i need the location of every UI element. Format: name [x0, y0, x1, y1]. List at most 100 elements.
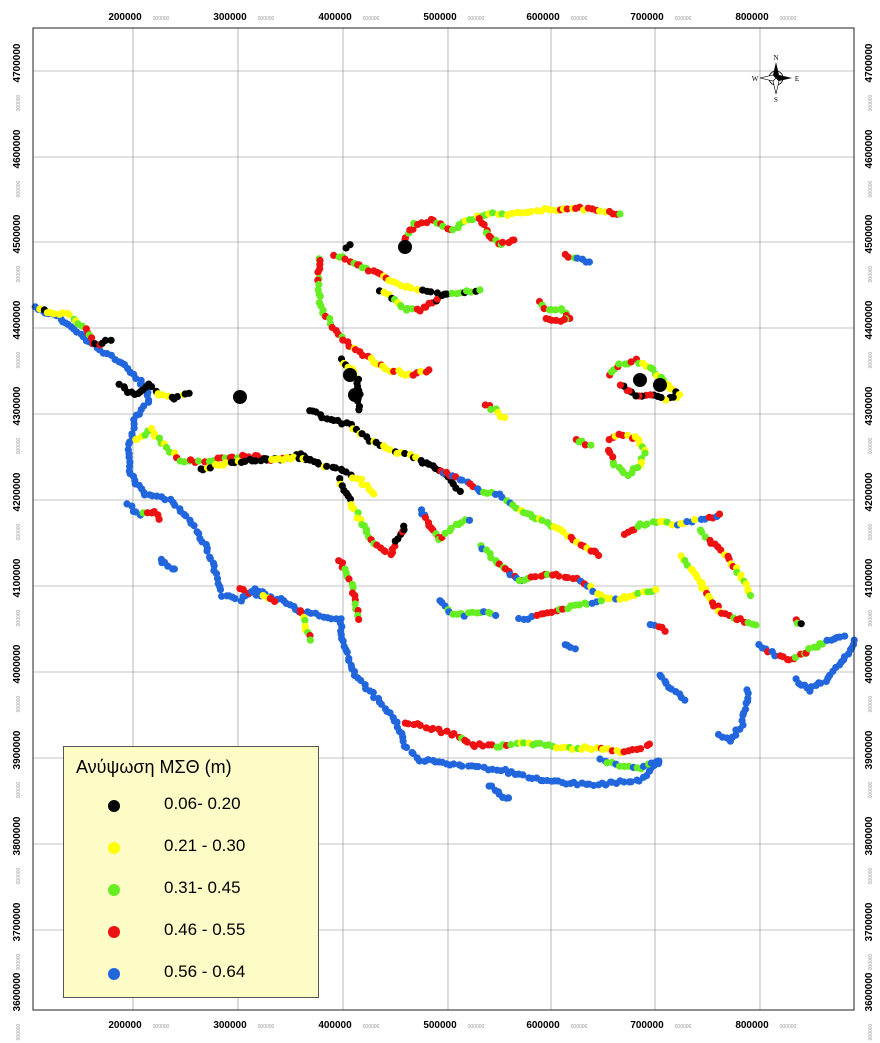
- coast-point: [681, 696, 689, 704]
- coast-segment-29: [620, 510, 724, 539]
- coast-point: [615, 463, 623, 472]
- legend-label-3: 0.31- 0.45: [164, 878, 241, 897]
- coast-segment-17: [561, 250, 594, 266]
- coast-point: [645, 740, 654, 748]
- coast-point: [531, 573, 539, 581]
- coast-point: [125, 440, 133, 448]
- y-tick-suffix-right-12: 000000: [868, 1023, 874, 1040]
- coast-point: [474, 763, 482, 771]
- legend-swatch-1: [108, 800, 120, 812]
- coast-point: [442, 290, 450, 298]
- coast-point: [616, 381, 625, 389]
- coast-point: [564, 253, 572, 261]
- y-tick-label-right-7: 4100000: [864, 558, 875, 597]
- coast-point: [552, 306, 560, 314]
- coast-point: [417, 367, 425, 375]
- coast-point: [508, 209, 516, 217]
- coast-segment-16: [535, 297, 574, 325]
- coast-point: [170, 565, 178, 573]
- coast-point: [717, 546, 725, 554]
- x-tick-suffix-top-4: 000000: [468, 16, 485, 22]
- legend-swatch-3: [108, 884, 120, 896]
- coast-point: [738, 717, 746, 725]
- x-tick-suffix-top-7: 000000: [780, 16, 797, 22]
- coast-point: [476, 286, 484, 294]
- coast-point: [458, 762, 466, 770]
- y-tick-suffix-left-3: 000000: [16, 265, 22, 282]
- coast-point: [407, 284, 415, 292]
- legend-swatch-5: [108, 968, 120, 980]
- coast-point: [171, 501, 179, 509]
- coast-point: [409, 225, 417, 233]
- y-tick-suffix-left-4: 000000: [16, 351, 22, 368]
- north-arrow-compass: N S E W: [752, 54, 799, 104]
- coast-point: [349, 584, 357, 592]
- coast-point: [543, 570, 552, 579]
- coast-point: [683, 518, 691, 526]
- compass-north: N: [773, 54, 778, 62]
- y-tick-right-3: 4500000 000000: [864, 214, 875, 282]
- x-tick-bottom-7: 800000: [735, 1020, 769, 1031]
- coast-point: [510, 236, 518, 244]
- coast-segment-15: [342, 241, 354, 252]
- coast-point: [345, 575, 353, 583]
- coast-point: [418, 219, 426, 227]
- coast-point: [616, 210, 624, 218]
- cluster-point-5: [653, 378, 667, 392]
- x-tick-top-1: 200000: [108, 12, 142, 23]
- y-tick-label-left-6: 4200000: [12, 472, 23, 511]
- cluster-point-2: [343, 368, 357, 382]
- x-tick-top-3: 400000: [318, 12, 352, 23]
- coast-segment-30: [677, 552, 760, 629]
- coast-point: [251, 457, 259, 465]
- x-tick-top-6: 700000: [630, 12, 664, 23]
- coast-segment-20: [572, 436, 595, 449]
- coast-point: [315, 280, 323, 289]
- coast-segment-26: [436, 597, 500, 620]
- coast-point: [412, 453, 420, 461]
- y-tick-label-left-11: 3700000: [12, 902, 23, 941]
- coast-segment-9: [336, 475, 408, 559]
- y-tick-left-5: 4300000 000000: [12, 386, 23, 454]
- coast-point: [450, 730, 458, 738]
- coast-segment-21: [481, 401, 509, 421]
- coast-segment-33: [792, 636, 858, 695]
- coast-point: [555, 572, 563, 580]
- coast-point: [425, 366, 433, 374]
- coast-segment-31: [696, 526, 755, 600]
- x-tick-labels-bottom: 200000 000000 300000 000000 400000 000000 5000…: [108, 1020, 796, 1031]
- coast-point: [515, 614, 523, 623]
- coast-point: [519, 771, 527, 779]
- x-tick-suffix-top-2: 000000: [258, 16, 275, 22]
- coast-point: [403, 304, 411, 313]
- coast-point: [450, 760, 458, 768]
- coast-point: [351, 600, 359, 608]
- coast-point: [364, 267, 373, 275]
- coast-point: [548, 608, 556, 617]
- x-tick-suffix-top-5: 000000: [571, 16, 588, 22]
- y-tick-suffix-left-7: 000000: [16, 609, 22, 626]
- coast-point: [271, 597, 279, 606]
- y-tick-label-right-4: 4400000: [864, 300, 875, 339]
- coast-point: [416, 721, 424, 730]
- coast-segment-23: [417, 506, 474, 544]
- coast-point: [668, 521, 677, 529]
- coast-point: [326, 315, 334, 323]
- coast-point: [542, 315, 550, 323]
- coast-point: [559, 605, 567, 613]
- legend-item-2: 0.21 - 0.30: [64, 835, 318, 865]
- y-tick-suffix-right-4: 000000: [868, 351, 874, 368]
- coast-segment-36: [714, 686, 752, 745]
- y-tick-right-6: 4200000 000000: [864, 472, 875, 540]
- coast-point: [741, 705, 750, 713]
- coast-point: [641, 449, 649, 457]
- coast-point: [634, 589, 642, 598]
- y-tick-left-2: 4600000 000000: [12, 129, 23, 197]
- coast-point: [643, 520, 651, 528]
- coast-segment-18: [606, 355, 684, 404]
- coast-point: [221, 459, 229, 467]
- coast-point: [88, 334, 96, 342]
- coast-point: [173, 393, 181, 401]
- coast-point: [141, 491, 149, 499]
- legend-title: Ανύψωση ΜΣΘ (m): [76, 757, 232, 777]
